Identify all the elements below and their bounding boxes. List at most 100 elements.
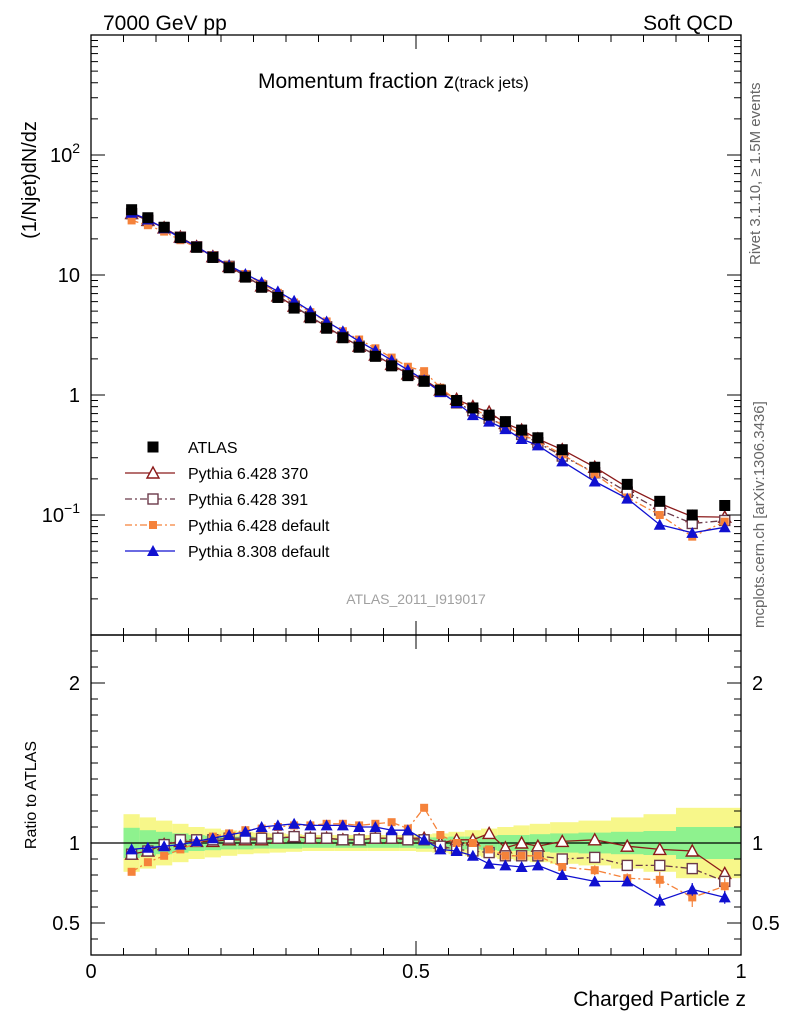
header-right: Soft QCD	[643, 12, 733, 35]
data-point	[589, 461, 601, 473]
data-point	[239, 271, 251, 283]
y-tick-label: 10−1	[42, 500, 80, 527]
legend-marker	[147, 441, 159, 453]
ratio-y-tick-label-right: 1	[752, 833, 763, 855]
ratio-series-pythia-8-308-default	[125, 817, 731, 907]
ratio-point	[452, 839, 461, 847]
data-point	[434, 384, 446, 396]
legend-entry: Pythia 6.428 default	[125, 518, 330, 535]
ratio-point	[620, 838, 635, 852]
header-left: 7000 GeV pp	[103, 12, 227, 35]
data-point	[655, 511, 664, 519]
ratio-point	[255, 832, 268, 844]
main-panel: Momentum fraction z(track jets) (1/Njet)…	[19, 34, 742, 636]
y-tick-label: 1	[69, 385, 80, 407]
data-point	[686, 509, 698, 521]
ratio-point	[555, 833, 570, 848]
legend-label: Pythia 6.428 default	[188, 518, 330, 535]
ratio-y-tick-label-right: 0.5	[752, 913, 780, 935]
data-point	[531, 439, 544, 451]
data-point	[174, 232, 186, 244]
data-point	[207, 251, 219, 263]
data-point	[532, 432, 544, 444]
ratio-point	[718, 891, 731, 903]
data-point	[516, 424, 528, 436]
data-point	[288, 302, 300, 314]
ratio-point	[485, 845, 494, 854]
data-point	[418, 375, 430, 387]
legend-label: Pythia 6.428 391	[188, 492, 308, 509]
ratio-point	[652, 841, 667, 856]
legend-label: Pythia 8.308 default	[188, 544, 330, 561]
ratio-point	[255, 821, 268, 832]
rivet-version-text: Rivet 3.1.10, ≥ 1.5M events	[747, 83, 764, 266]
ratio-point	[369, 821, 382, 832]
ratio-plot-area	[91, 803, 741, 907]
ratio-point	[160, 851, 169, 860]
legend-marker	[147, 493, 159, 505]
data-point	[588, 475, 601, 487]
ratio-point	[272, 832, 284, 844]
legend-marker	[145, 465, 161, 479]
ratio-point	[369, 832, 382, 844]
series-line	[131, 212, 725, 534]
ratio-point	[483, 857, 496, 869]
ratio-point	[418, 833, 431, 845]
ratio-point	[353, 834, 365, 846]
data-point	[483, 409, 495, 421]
ratio-point	[587, 832, 602, 846]
ratio-point	[558, 863, 567, 871]
data-point	[483, 415, 496, 427]
x-tick-label: 0	[85, 961, 96, 983]
data-point	[337, 332, 349, 344]
data-point	[386, 360, 398, 372]
data-point	[223, 262, 235, 274]
data-point	[256, 281, 268, 293]
main-title-text: Momentum fraction z	[258, 70, 454, 93]
legend: ATLAS Pythia 6.428 370 Pythia 6.428 391 Pyt…	[125, 440, 330, 561]
data-point	[191, 241, 203, 253]
main-plot-area	[124, 204, 732, 541]
ratio-point	[190, 835, 203, 847]
ratio-point	[288, 817, 301, 829]
ratio-point	[468, 839, 477, 847]
ratio-frame	[90, 634, 742, 956]
main-title: Momentum fraction z(track jets)	[258, 70, 529, 93]
ratio-point	[685, 843, 700, 857]
ratio-point	[720, 882, 729, 891]
y-tick-exp: −1	[64, 500, 80, 516]
series-atlas	[126, 204, 731, 521]
ratio-point	[320, 819, 333, 831]
data-point	[272, 291, 284, 303]
ratio-point	[589, 851, 601, 864]
ratio-point	[239, 825, 252, 837]
data-point	[467, 402, 479, 414]
ratio-point	[127, 867, 136, 876]
ratio-point	[125, 843, 138, 855]
ratio-y-tick-label: 1	[69, 833, 80, 855]
legend-marker	[147, 545, 159, 556]
data-point	[653, 518, 666, 530]
data-point	[556, 455, 569, 467]
ratio-point	[174, 838, 187, 850]
ratio-panel: Ratio to ATLAS Charged Particle z 0.5 0.5…	[23, 634, 780, 1011]
ratio-point	[304, 832, 317, 844]
legend-marker	[149, 521, 157, 529]
ratio-point	[686, 862, 698, 875]
data-point	[499, 423, 512, 435]
data-point	[590, 469, 599, 478]
ratio-y-tick-label: 0.5	[52, 913, 80, 935]
data-point	[321, 322, 333, 334]
legend-label: Pythia 6.428 370	[188, 466, 308, 483]
mcplots-text: mcplots.cern.ch [arXiv:1306.3436]	[751, 401, 768, 628]
data-point	[353, 341, 365, 353]
ratio-ylabel: Ratio to ATLAS	[23, 741, 40, 849]
ratio-point	[143, 858, 152, 867]
analysis-id: ATLAS_2011_I919017	[346, 591, 486, 607]
ratio-point	[466, 849, 479, 861]
ratio-point	[556, 869, 569, 880]
data-point	[621, 478, 633, 490]
ratio-point	[688, 893, 697, 902]
ratio-point	[531, 859, 544, 871]
